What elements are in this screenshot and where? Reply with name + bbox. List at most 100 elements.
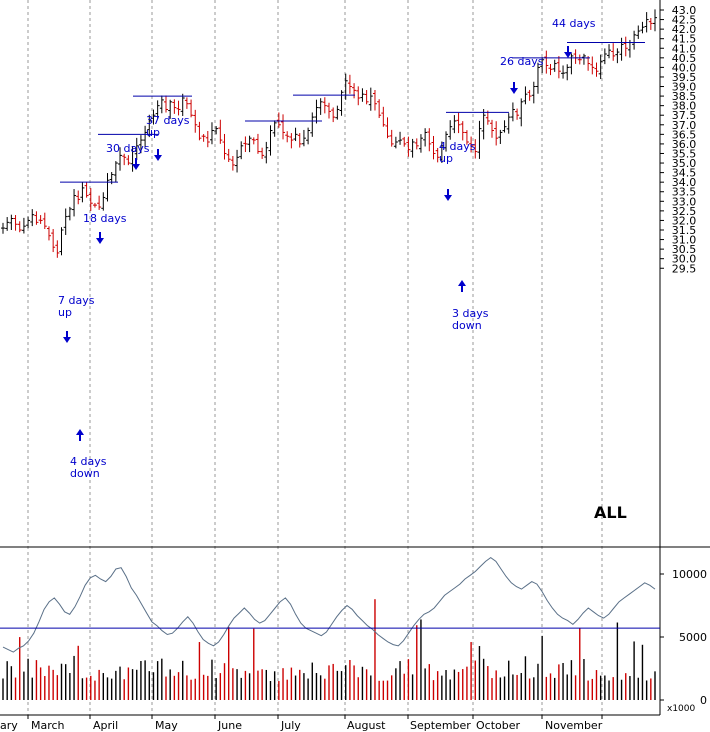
month-label: April — [93, 719, 118, 732]
annotation-text: 18 days — [83, 212, 127, 225]
price-bar — [523, 86, 528, 105]
price-tick-label: 34.5 — [672, 167, 697, 180]
price-bar — [318, 98, 323, 115]
price-bar — [352, 83, 357, 99]
price-bar — [498, 129, 503, 144]
volume-tick-label: 0 — [700, 694, 707, 707]
price-bar — [590, 56, 595, 75]
annotation-text: 30 days — [106, 142, 150, 155]
price-tick-label: 37.5 — [672, 109, 697, 122]
price-bar — [243, 136, 248, 153]
annotation-text: up — [58, 306, 72, 319]
price-bar — [118, 147, 123, 171]
price-bar — [134, 137, 139, 161]
price-tick-label: 36.0 — [672, 138, 697, 151]
price-bar — [435, 147, 440, 163]
price-bar — [418, 134, 423, 153]
price-bar — [540, 57, 545, 74]
price-bar — [410, 138, 415, 158]
price-bar — [381, 106, 386, 127]
price-bar — [17, 221, 22, 233]
arrow-up-icon — [458, 280, 466, 286]
price-bar — [281, 114, 286, 140]
month-label: ary — [0, 719, 18, 732]
price-bar — [469, 136, 474, 153]
annotation-text: down — [452, 319, 482, 332]
price-bar — [184, 97, 189, 109]
price-bar — [385, 117, 390, 139]
price-bar — [180, 93, 185, 117]
price-bar — [172, 99, 177, 114]
month-label: July — [280, 719, 301, 732]
price-bar — [452, 115, 457, 134]
price-bar — [67, 206, 72, 221]
price-bar — [548, 63, 553, 76]
price-bar — [159, 95, 164, 114]
price-bar — [46, 226, 51, 241]
price-bar — [189, 99, 194, 118]
price-bar — [214, 126, 219, 135]
price-bar — [310, 112, 315, 137]
price-bar — [21, 217, 26, 234]
price-bar — [80, 182, 85, 203]
price-bar — [84, 181, 89, 198]
price-bar — [130, 146, 135, 172]
price-tick-label: 34.0 — [672, 176, 697, 189]
price-bar — [339, 90, 344, 116]
annotation-text: 7 days — [58, 294, 95, 307]
arrow-down-icon — [154, 155, 162, 161]
price-bar — [26, 216, 31, 229]
price-bar — [63, 208, 68, 235]
price-bar — [640, 21, 645, 34]
price-bars — [1, 9, 657, 258]
price-bar — [251, 137, 256, 145]
price-bar — [51, 229, 56, 253]
price-bar — [615, 48, 620, 64]
price-bar — [398, 131, 403, 145]
annotation-text: 4 days — [439, 140, 476, 153]
price-bar — [239, 141, 244, 160]
price-bar — [648, 18, 653, 30]
annotation: 26 days — [500, 55, 544, 94]
price-tick-label: 38.0 — [672, 100, 697, 113]
price-tick-label: 30.5 — [672, 243, 697, 256]
axis-labels: 29.530.030.531.031.532.032.533.033.534.0… — [0, 4, 707, 732]
volume-bars — [2, 599, 656, 700]
price-bar — [414, 138, 419, 150]
price-bar — [623, 36, 628, 57]
volume-tick-label: 10000 — [672, 568, 707, 581]
annotation: 44 days — [552, 17, 596, 58]
price-tick-label: 30.0 — [672, 253, 697, 266]
price-tick-label: 40.5 — [672, 52, 697, 65]
price-bar — [235, 149, 240, 173]
price-bar — [598, 54, 603, 80]
price-bar — [122, 153, 127, 166]
arrow-down-icon — [510, 88, 518, 94]
price-bar — [431, 135, 436, 160]
price-bar — [611, 43, 616, 61]
breakout-lines — [60, 42, 645, 183]
price-bar — [1, 222, 5, 234]
price-bar — [602, 48, 607, 65]
price-bar — [556, 56, 561, 79]
price-tick-label: 33.0 — [672, 195, 697, 208]
month-label: June — [217, 719, 242, 732]
price-bar — [205, 130, 210, 148]
annotation: 30 days — [106, 142, 150, 170]
price-bar — [59, 227, 64, 256]
annotation-text: 44 days — [552, 17, 596, 30]
price-bar — [544, 50, 549, 74]
price-tick-label: 37.0 — [672, 119, 697, 132]
price-bar — [97, 195, 102, 210]
price-bar — [331, 107, 336, 123]
price-bar — [126, 155, 131, 166]
price-bar — [490, 119, 494, 138]
price-bar — [439, 141, 444, 163]
annotation-text: up — [146, 126, 160, 139]
price-bar — [218, 119, 223, 144]
price-bar — [201, 134, 206, 142]
price-bar — [9, 214, 14, 230]
